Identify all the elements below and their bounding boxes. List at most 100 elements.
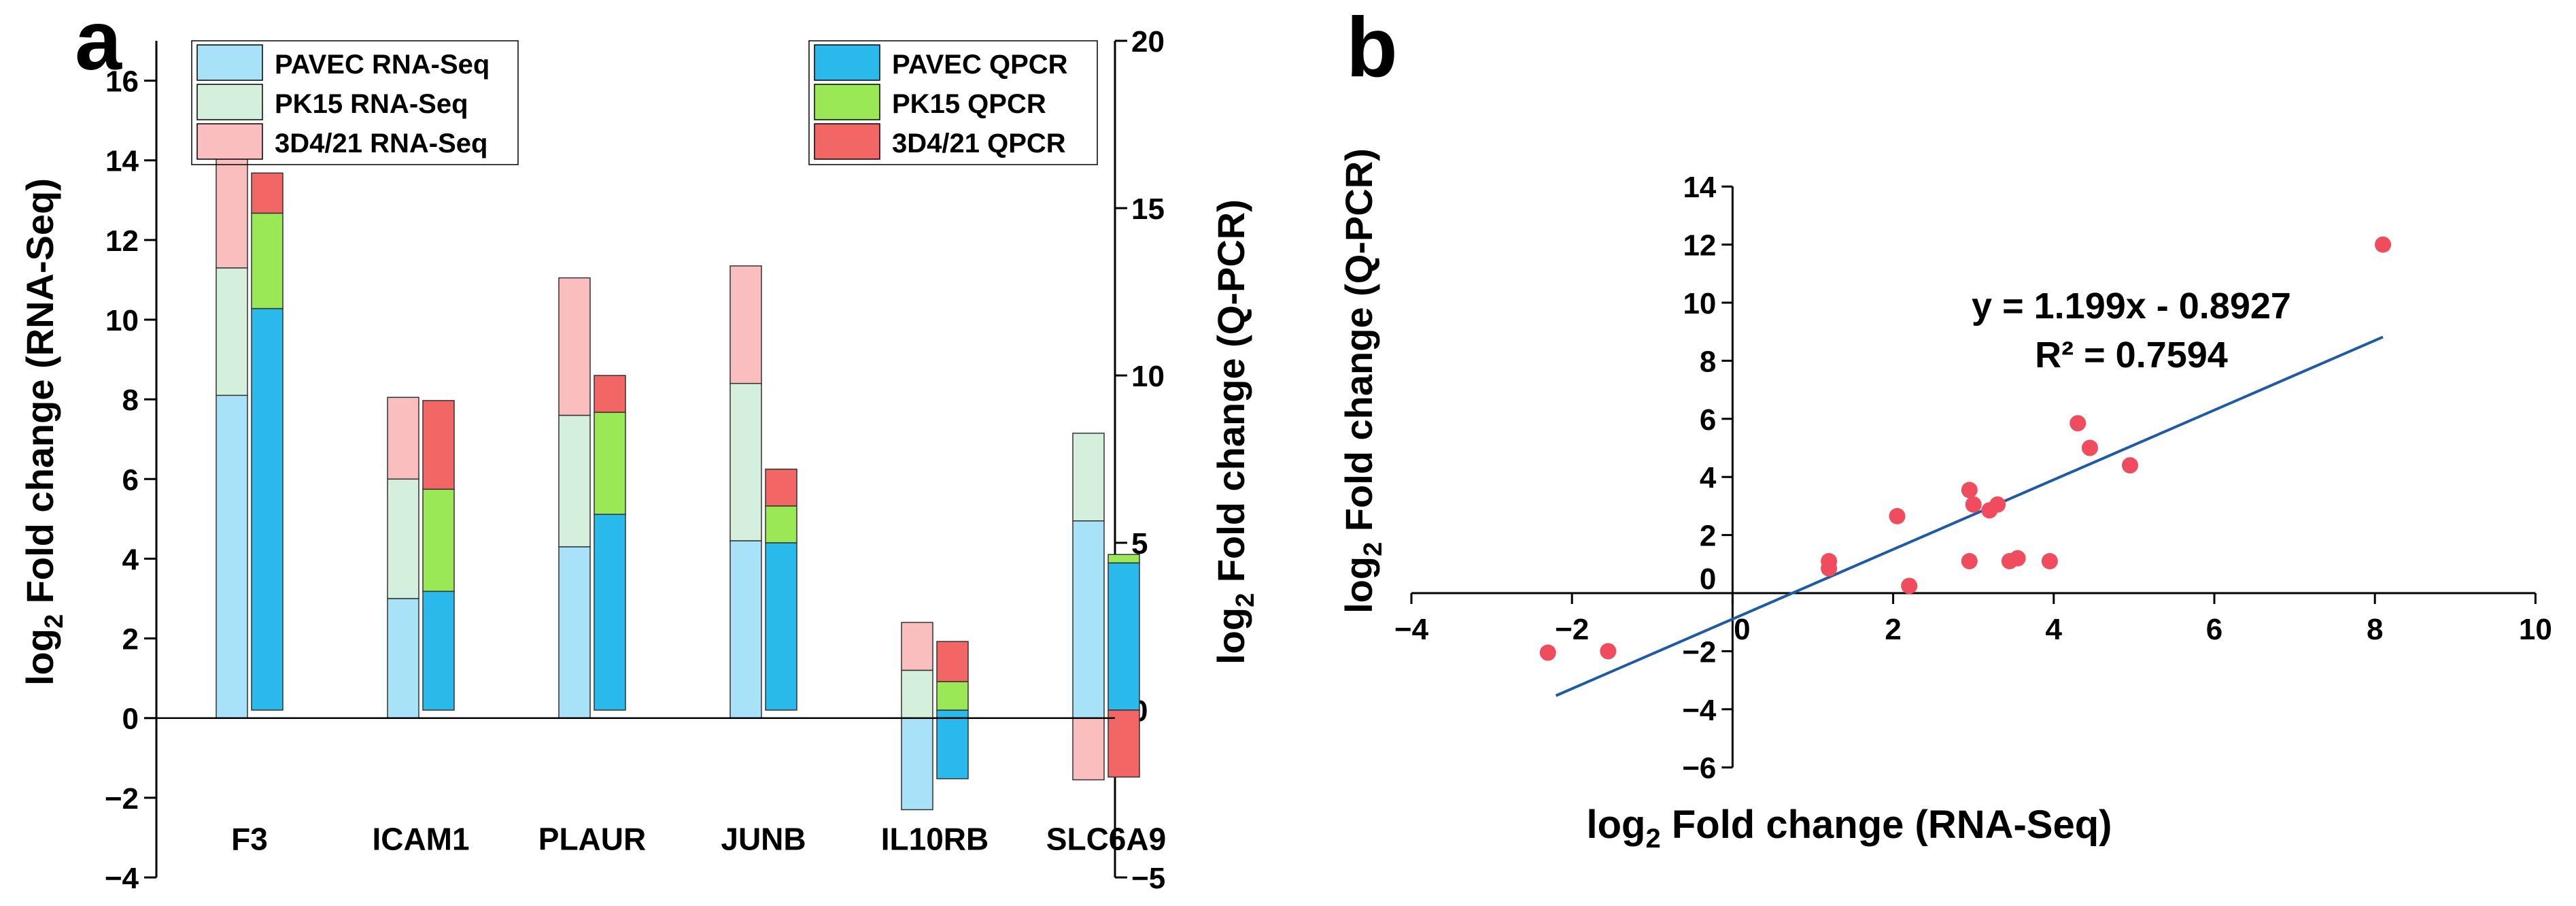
x-category-label: SLC6A9 xyxy=(1046,821,1166,856)
bar-pavec-rna-seq-icam1 xyxy=(387,598,419,719)
legend-swatch-pk15-qpcr xyxy=(814,84,880,120)
bar-pk15-rna-seq-slc6a9 xyxy=(1072,433,1105,522)
y-tick-label: 8 xyxy=(1700,345,1716,378)
panel-b-r-squared: R² = 0.7594 xyxy=(2035,335,2228,375)
scatter-point xyxy=(1821,553,1838,570)
x-tick-label: 10 xyxy=(2519,613,2552,646)
bar-3d4-21-rna-seq-slc6a9 xyxy=(1072,717,1105,781)
scatter-point xyxy=(2081,439,2098,456)
y-tick-label-right: −5 xyxy=(1131,862,1165,895)
bar-3d4-21-rna-seq-plaur xyxy=(558,277,591,416)
bar-pavec-rna-seq-f3 xyxy=(216,395,248,719)
scatter-point xyxy=(1539,644,1556,661)
bar-3d4-21-qpcr-slc6a9 xyxy=(1107,709,1140,778)
legend-label-3d421-qpcr: 3D4/21 QPCR xyxy=(892,129,1066,158)
panel-a-plot: −4−20246810121416−505101520F3ICAM1PLAURJ… xyxy=(105,25,1166,895)
bar-pk15-rna-seq-f3 xyxy=(216,267,248,397)
x-category-label: F3 xyxy=(231,821,268,856)
legend-label-pk15-rnaseq: PK15 RNA-Seq xyxy=(275,89,468,119)
y-tick-label: 0 xyxy=(1700,563,1716,596)
y-tick-label-left: 16 xyxy=(105,65,139,99)
bar-pavec-qpcr-f3 xyxy=(251,307,284,711)
panel-a-y2-axis-title: log2 Fold change (Q-PCR) xyxy=(1209,199,1260,665)
legend-swatch-pavec-qpcr xyxy=(814,44,880,81)
bar-3d4-21-qpcr-icam1 xyxy=(422,400,455,490)
bar-3d4-21-qpcr-f3 xyxy=(251,172,284,214)
legend-swatch-3d421-qpcr xyxy=(814,123,880,160)
y-tick-label-left: −2 xyxy=(105,782,139,816)
y-tick-label: 10 xyxy=(1683,287,1716,320)
panel-b-label: b xyxy=(1346,1,1398,95)
bar-pavec-rna-seq-junb xyxy=(729,540,762,719)
scatter-point xyxy=(2375,236,2392,253)
legend-label-3d421-rnaseq: 3D4/21 RNA-Seq xyxy=(275,129,487,158)
bar-3d4-21-qpcr-il10rb xyxy=(936,641,969,682)
scatter-point xyxy=(1965,496,1982,513)
panel-b-equation: y = 1.199x - 0.8927 xyxy=(1972,286,2291,326)
y-tick-label: −4 xyxy=(1682,694,1717,727)
legend-label-pavec-qpcr: PAVEC QPCR xyxy=(892,50,1068,80)
bar-pk15-qpcr-f3 xyxy=(251,212,284,309)
legend-left-box xyxy=(191,40,519,165)
bar-pk15-rna-seq-icam1 xyxy=(387,478,419,599)
scatter-point xyxy=(2041,553,2058,570)
y-tick-label-right: 20 xyxy=(1131,25,1165,58)
scatter-point xyxy=(1961,553,1978,570)
regression-line xyxy=(1555,335,2384,697)
y-tick-label-left: 4 xyxy=(122,543,139,576)
panel-a: a −4−20246810121416−505101520F3ICAM1PLAU… xyxy=(18,0,1260,895)
bar-pk15-qpcr-junb xyxy=(765,505,797,543)
y-tick-label-left: −4 xyxy=(105,862,139,895)
x-tick-label: −2 xyxy=(1555,613,1589,646)
y-tick-label-right: 15 xyxy=(1131,192,1165,226)
scatter-point xyxy=(2121,457,2138,474)
scatter-point xyxy=(1989,496,2006,513)
bar-3d4-21-rna-seq-il10rb xyxy=(901,622,933,671)
bar-3d4-21-rna-seq-icam1 xyxy=(387,397,419,480)
scatter-point xyxy=(2070,415,2086,432)
legend-swatch-pk15-rnaseq xyxy=(196,84,263,120)
bar-pk15-rna-seq-junb xyxy=(729,382,762,541)
x-category-label: PLAUR xyxy=(538,821,646,856)
bar-3d4-21-qpcr-plaur xyxy=(594,375,626,413)
bar-pk15-rna-seq-il10rb xyxy=(901,669,933,719)
y-tick-label: −2 xyxy=(1682,635,1716,669)
scatter-point xyxy=(2009,550,2026,567)
y-tick-label-left: 2 xyxy=(122,623,139,656)
x-category-label: IL10RB xyxy=(881,821,989,856)
legend-right-box xyxy=(808,40,1098,165)
legend-right: PAVEC QPCR PK15 QPCR 3D4/21 QPCR xyxy=(808,40,1098,165)
y-tick-label-right: 10 xyxy=(1131,360,1165,393)
x-tick-label: −4 xyxy=(1394,613,1429,646)
bar-pavec-rna-seq-plaur xyxy=(558,546,591,719)
y-tick-label-left: 0 xyxy=(122,703,139,736)
x-category-label: JUNB xyxy=(721,821,806,856)
panel-b-x-axis-title: log2 Fold change (RNA-Seq) xyxy=(1586,803,2112,854)
bar-3d4-21-rna-seq-junb xyxy=(729,265,762,384)
y-tick-label-left: 12 xyxy=(105,224,139,258)
scatter-point xyxy=(1889,507,1906,524)
y-tick-label-left: 10 xyxy=(105,304,139,337)
panel-b-y-axis-title: log2 Fold change (Q-PCR) xyxy=(1337,148,1388,614)
legend-label-pk15-qpcr: PK15 QPCR xyxy=(892,89,1046,119)
bar-pavec-rna-seq-il10rb xyxy=(901,717,933,811)
y-tick-label: 4 xyxy=(1700,461,1717,494)
legend-swatch-pavec-rnaseq xyxy=(196,44,263,81)
x-tick-label: 8 xyxy=(2367,613,2383,646)
bar-pavec-qpcr-il10rb xyxy=(936,709,969,779)
panel-a-label: a xyxy=(75,0,122,88)
bar-pavec-qpcr-junb xyxy=(765,542,797,711)
legend-swatch-3d421-rnaseq xyxy=(196,123,263,160)
x-tick-label: 4 xyxy=(2046,613,2063,646)
legend-label-pavec-rnaseq: PAVEC RNA-Seq xyxy=(275,50,490,80)
bar-pavec-qpcr-icam1 xyxy=(422,590,455,711)
bar-pk15-qpcr-plaur xyxy=(594,412,626,515)
bar-pk15-rna-seq-plaur xyxy=(558,414,591,548)
bar-3d4-21-qpcr-junb xyxy=(765,469,797,507)
scatter-point xyxy=(1961,482,1978,499)
panel-a-y-axis-title: log2 Fold change (RNA-Seq) xyxy=(18,178,69,686)
y-tick-label-left: 6 xyxy=(122,463,139,497)
